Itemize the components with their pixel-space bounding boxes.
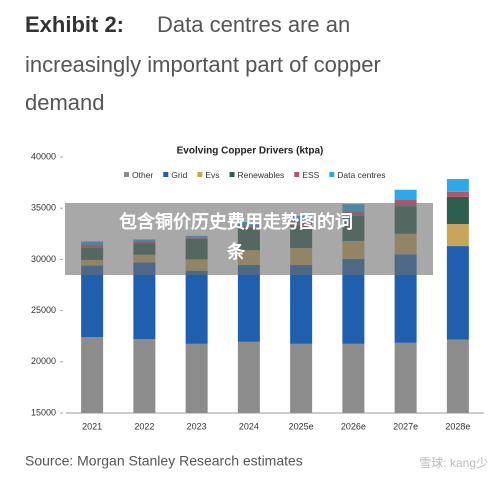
legend-swatch [229, 172, 235, 177]
x-tick-label: 2027e [393, 421, 418, 431]
y-tick-label: 20000 [31, 356, 56, 366]
bar-segment [446, 191, 469, 197]
bar-segment [81, 337, 104, 413]
x-tick-label: 2022 [134, 421, 154, 431]
headline: Data centres are an [157, 12, 350, 37]
bar-segment [290, 343, 313, 413]
source: Source: Morgan Stanley Research estimate… [25, 453, 303, 469]
legend-swatch [163, 172, 169, 177]
legend-label: Data centres [337, 170, 385, 180]
bar-segment [237, 265, 260, 342]
x-tick-label: 2028e [445, 421, 470, 431]
x-tick-label: 2023 [187, 421, 207, 431]
bar-segment [185, 343, 208, 413]
legend-label: Other [132, 170, 153, 180]
bar-segment [81, 265, 104, 338]
legend-label: Evs [205, 170, 219, 180]
bar-segment [394, 342, 417, 413]
legend-swatch [124, 172, 129, 177]
x-tick-label: 2025e [289, 421, 314, 431]
plot: 15000 20000 25000 30000 35000 40000 Other Grid E… [31, 151, 484, 431]
y-tick-label: 40000 [31, 151, 56, 161]
bar-segment [394, 254, 417, 343]
bar-segment [446, 196, 469, 225]
legend-swatch [197, 172, 203, 177]
bar-segment [185, 270, 208, 344]
bar-segment [394, 189, 417, 201]
bar-segment [290, 265, 313, 344]
legend-swatch [329, 172, 335, 177]
bar-segment [133, 262, 156, 340]
legend-swatch [294, 172, 300, 177]
chart-title: Evolving Copper Drivers (ktpa) [177, 146, 324, 157]
watermark: 雪球: kang少 [419, 456, 488, 470]
banner-text: 包含铜价历史费用走势图的词 [119, 211, 353, 232]
legend-label: Renewables [238, 170, 285, 180]
y-tick-label: 25000 [31, 305, 56, 315]
legend-label: Grid [171, 170, 187, 180]
headline: increasingly important part of copper [25, 52, 381, 77]
bar-segment [237, 341, 260, 413]
bar-segment [446, 179, 469, 192]
exhibit-label: Exhibit 2: [25, 12, 124, 37]
bar-segment [342, 258, 365, 344]
y-tick-label: 30000 [31, 254, 56, 264]
bar-segment [342, 343, 365, 413]
legend-label: ESS [302, 170, 319, 180]
x-tick-label: 2024 [239, 421, 259, 431]
bar-segment [133, 339, 156, 413]
y-tick-label: 15000 [31, 407, 56, 417]
x-tick-label: 2026e [341, 421, 366, 431]
bar-segment [446, 224, 469, 247]
banner-bg [65, 203, 433, 275]
x-tick-label: 2021 [82, 421, 102, 431]
bar-segment [446, 246, 469, 340]
bar-segment [446, 339, 469, 413]
headline: demand [25, 90, 105, 115]
banner-text: 条 [226, 241, 246, 262]
y-tick-label: 35000 [31, 203, 56, 213]
